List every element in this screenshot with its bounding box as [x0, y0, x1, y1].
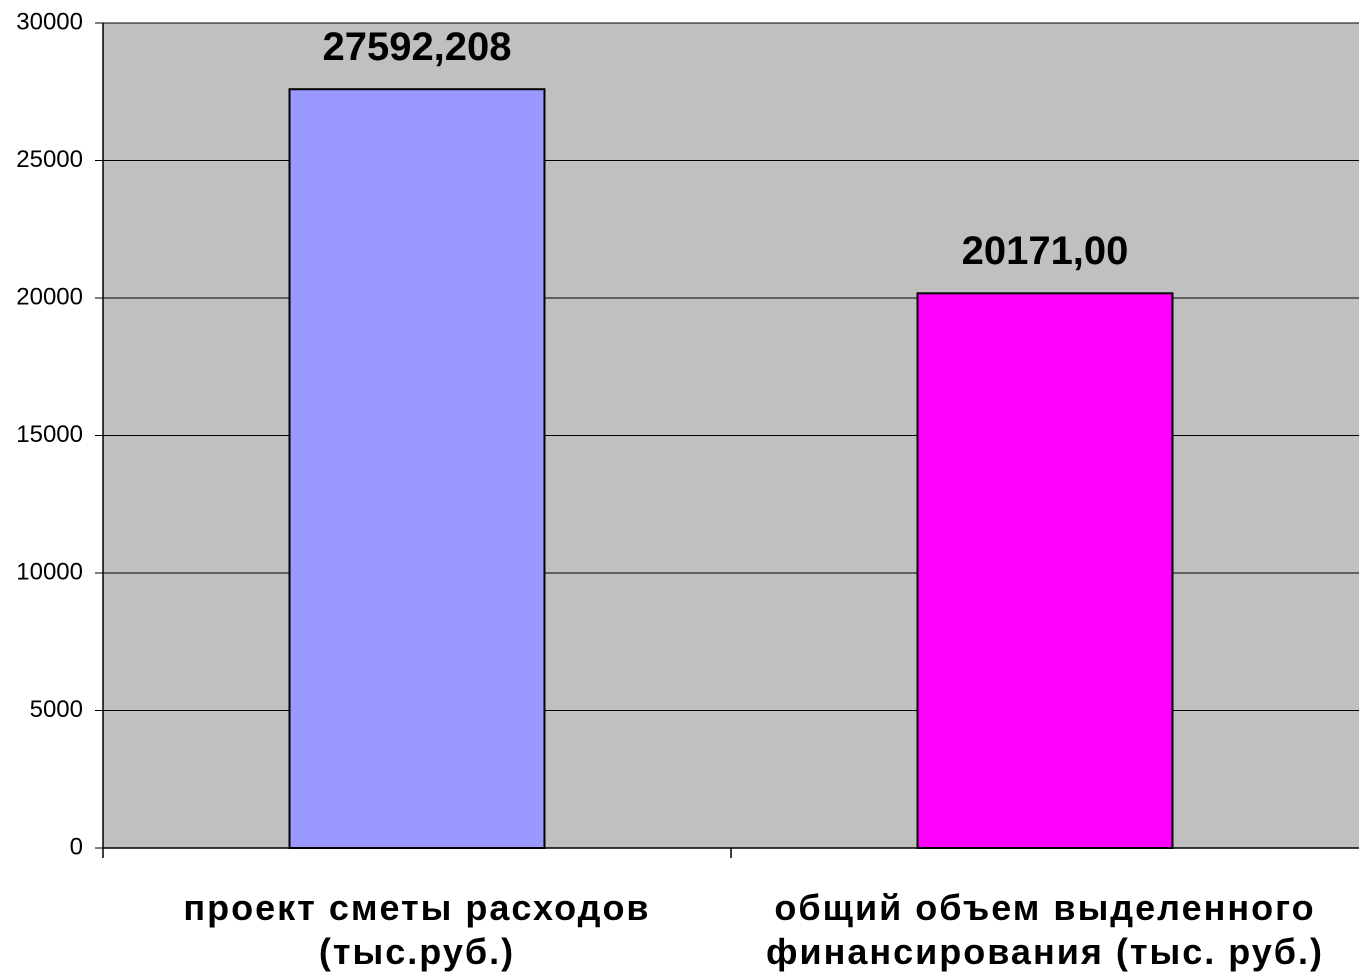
- x-tick-label: общий объем выделенного финансирования (…: [766, 887, 1324, 972]
- y-tick-label: 30000: [16, 8, 83, 35]
- y-tick-label: 5000: [30, 696, 83, 723]
- y-tick-label: 20000: [16, 283, 83, 310]
- x-tick-label: проект сметы расходов (тыс.руб.): [183, 887, 651, 972]
- y-tick-label: 15000: [16, 421, 83, 448]
- data-label: 27592,208: [322, 25, 511, 69]
- data-label: 20171,00: [962, 229, 1129, 273]
- y-tick-label: 25000: [16, 146, 83, 173]
- bar: [288, 88, 546, 849]
- y-tick-label: 0: [70, 833, 83, 860]
- bar: [916, 292, 1174, 849]
- y-tick-label: 10000: [16, 558, 83, 585]
